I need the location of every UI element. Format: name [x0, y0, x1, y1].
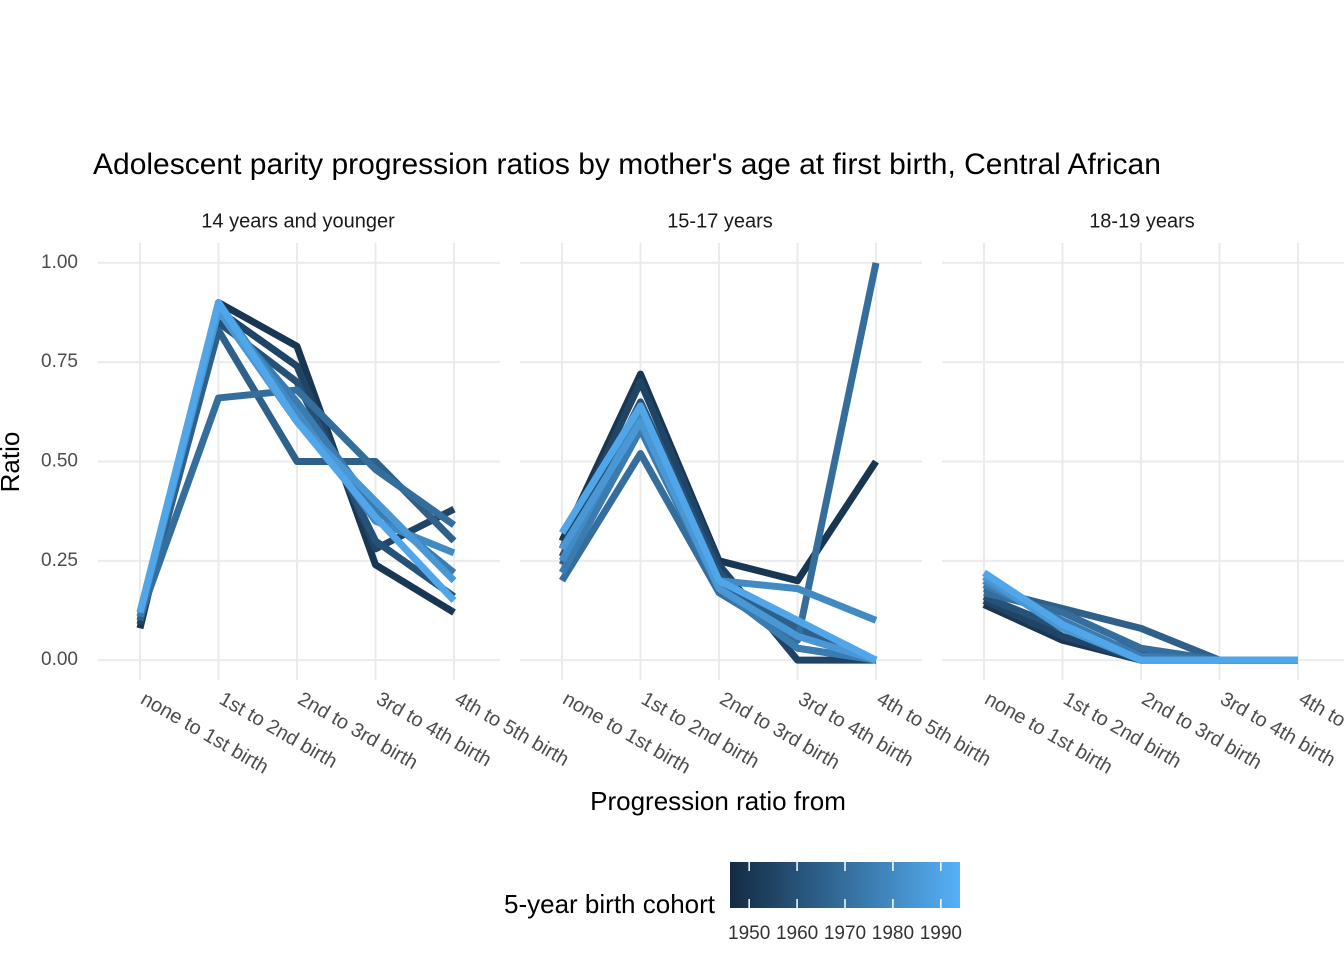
series-line [559, 418, 878, 664]
series-line [982, 569, 1298, 664]
facet-label: 18-19 years [1089, 210, 1195, 232]
legend-tick-label: 1960 [776, 923, 818, 944]
legend-title: 5-year birth cohort [504, 889, 716, 919]
x-axis-label: Progression ratio from [590, 786, 846, 816]
y-tick-label: 0.75 [41, 351, 78, 372]
legend-tick-label: 1970 [824, 923, 866, 944]
y-tick-label: 0.25 [41, 550, 78, 571]
y-tick-label: 0.50 [41, 451, 78, 472]
y-tick-label: 1.00 [41, 252, 78, 273]
series-line [136, 299, 457, 614]
legend-tick-label: 1950 [728, 923, 770, 944]
legend-tick-label: 1990 [920, 923, 962, 944]
series-line [559, 402, 878, 664]
chart-title: Adolescent parity progression ratios by … [93, 148, 1161, 181]
y-axis-label: Ratio [0, 432, 25, 493]
legend-tick-label: 1980 [872, 923, 914, 944]
facet-label: 14 years and younger [201, 210, 395, 232]
y-tick-label: 0.00 [41, 649, 78, 670]
facet-label: 15-17 years [667, 210, 773, 232]
series-line [136, 386, 457, 618]
